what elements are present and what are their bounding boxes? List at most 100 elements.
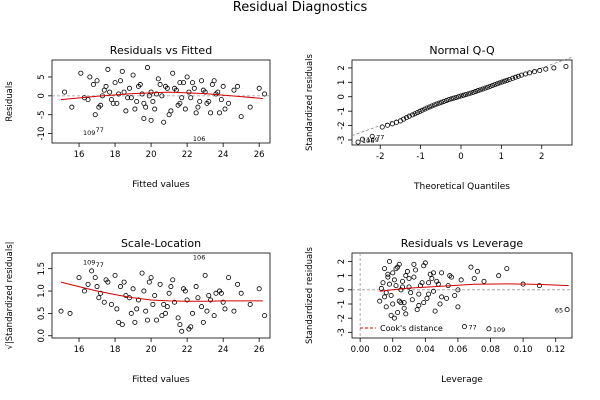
residuals-vs-fitted-x-tick-label: 22 — [182, 150, 193, 160]
residuals-vs-fitted-point — [218, 97, 224, 103]
residuals-vs-fitted-point — [69, 104, 75, 110]
residuals-vs-leverage-y-axis-label: Standardized residuals — [305, 246, 315, 343]
residuals-vs-fitted-y-tick-label: -5 — [37, 110, 47, 118]
normal-qq-point — [473, 89, 479, 95]
residuals-vs-leverage-point — [390, 270, 396, 276]
normal-qq-point — [448, 96, 454, 102]
scale-location-point — [81, 288, 87, 294]
scale-location-point — [179, 328, 185, 334]
residuals-vs-leverage-point — [388, 312, 394, 318]
residuals-vs-leverage-y-tick-label: -3 — [337, 328, 347, 336]
scale-location-point — [193, 284, 199, 290]
residuals-vs-fitted-x-tick-label: 20 — [146, 150, 157, 160]
scale-location-point — [146, 279, 152, 285]
scale-location-point — [96, 295, 102, 301]
scale-location-point — [204, 308, 210, 314]
residuals-vs-fitted-point — [262, 91, 268, 97]
scale-location-x-tick-label: 16 — [74, 345, 85, 355]
residuals-vs-leverage-y-tick-label: -2 — [337, 314, 347, 322]
residuals-vs-fitted-point — [159, 93, 165, 99]
scale-location-point — [184, 297, 190, 303]
residuals-vs-leverage-point — [474, 268, 480, 274]
scale-location-point — [76, 275, 82, 281]
residuals-vs-leverage-point — [461, 324, 467, 330]
residuals-vs-leverage-point — [385, 271, 391, 277]
scale-location-point — [157, 281, 163, 287]
scale-location-smoother-line — [60, 281, 263, 302]
residuals-vs-leverage-point — [421, 263, 427, 269]
normal-qq-point-label: 77 — [376, 133, 384, 141]
scale-location-point — [226, 275, 232, 281]
residuals-vs-leverage-point — [424, 295, 430, 301]
residuals-vs-fitted-point — [208, 110, 214, 116]
residuals-vs-leverage-point — [401, 305, 407, 311]
normal-qq-y-tick-label: 1 — [337, 80, 347, 85]
normal-qq-point-label: 109 — [366, 136, 378, 144]
normal-qq-point — [463, 92, 469, 98]
residuals-vs-leverage-y-tick-label: 1 — [337, 273, 347, 278]
residuals-vs-leverage-point — [416, 302, 422, 308]
normal-qq-point — [551, 65, 557, 71]
scale-location-point-label: 106 — [193, 254, 205, 262]
residuals-vs-leverage-point — [396, 298, 402, 304]
normal-qq-point — [489, 83, 495, 89]
scale-location-point — [128, 310, 134, 316]
scale-location-panel: Scale-Location Fitted values √|Standardize… — [5, 237, 271, 385]
normal-qq-point — [504, 77, 510, 83]
normal-qq-point — [451, 95, 457, 101]
scale-location-point — [235, 281, 241, 287]
residuals-vs-fitted-point — [85, 97, 91, 103]
residuals-vs-fitted-point — [211, 78, 217, 84]
normal-qq-y-tick-label: 0 — [337, 94, 347, 99]
scale-location-point — [166, 290, 172, 296]
scale-location-point — [134, 306, 140, 312]
scale-location-y-tick-label: 0.0 — [37, 329, 47, 343]
residuals-vs-fitted-point — [217, 110, 223, 116]
normal-qq-point — [429, 103, 435, 109]
residuals-vs-leverage-point — [471, 275, 477, 281]
residuals-vs-leverage-point — [409, 297, 415, 303]
residuals-vs-fitted-point — [62, 89, 68, 95]
scale-location-x-tick-label: 22 — [182, 345, 193, 355]
scale-location-point — [132, 319, 138, 325]
normal-qq-point — [497, 80, 503, 86]
residuals-vs-leverage-point — [393, 283, 399, 289]
normal-qq-point — [393, 119, 399, 125]
scale-location-point — [139, 270, 145, 276]
residuals-vs-fitted-x-tick-label: 24 — [218, 150, 229, 160]
residuals-vs-fitted-x-tick-label: 26 — [254, 150, 265, 160]
residuals-vs-leverage-point — [439, 270, 445, 276]
residuals-vs-fitted-x-tick-label: 18 — [110, 150, 121, 160]
residuals-vs-fitted-point — [222, 106, 228, 112]
normal-qq-x-tick-label: 0 — [458, 152, 463, 162]
normal-qq-point — [492, 82, 498, 88]
residuals-vs-leverage-point — [434, 278, 440, 284]
residuals-vs-fitted-point — [121, 89, 127, 95]
normal-qq-point — [527, 70, 533, 76]
residuals-vs-fitted-point — [172, 85, 178, 91]
residuals-vs-fitted-point — [152, 106, 158, 112]
residuals-vs-fitted-point — [141, 115, 147, 121]
scale-location-point — [58, 308, 64, 314]
residuals-vs-leverage-point — [404, 268, 410, 274]
scale-location-y-tick-label: 1.5 — [37, 262, 47, 276]
scale-location-point — [262, 313, 268, 319]
scale-location-point — [168, 284, 174, 290]
scale-location-frame — [51, 252, 271, 339]
residuals-vs-leverage-point — [421, 300, 427, 306]
residuals-vs-fitted-point — [150, 99, 156, 105]
residuals-vs-fitted-point — [204, 100, 210, 106]
normal-qq-point-label: 106 — [362, 137, 374, 145]
normal-qq-y-axis-label: Standardized residuals — [305, 53, 315, 150]
residuals-vs-fitted-point — [153, 91, 159, 97]
residuals-vs-fitted-point-label: 106 — [193, 135, 205, 143]
normal-qq-point — [441, 98, 447, 104]
residuals-vs-fitted-y-tick-label: -10 — [37, 127, 47, 141]
residuals-vs-leverage-title: Residuals vs Leverage — [401, 237, 524, 250]
normal-qq-x-axis-label: Theoretical Quantiles — [413, 182, 510, 192]
normal-qq-point — [446, 97, 452, 103]
scale-location-point — [213, 290, 219, 296]
residuals-vs-fitted-point — [186, 89, 192, 95]
normal-qq-point — [512, 74, 518, 80]
